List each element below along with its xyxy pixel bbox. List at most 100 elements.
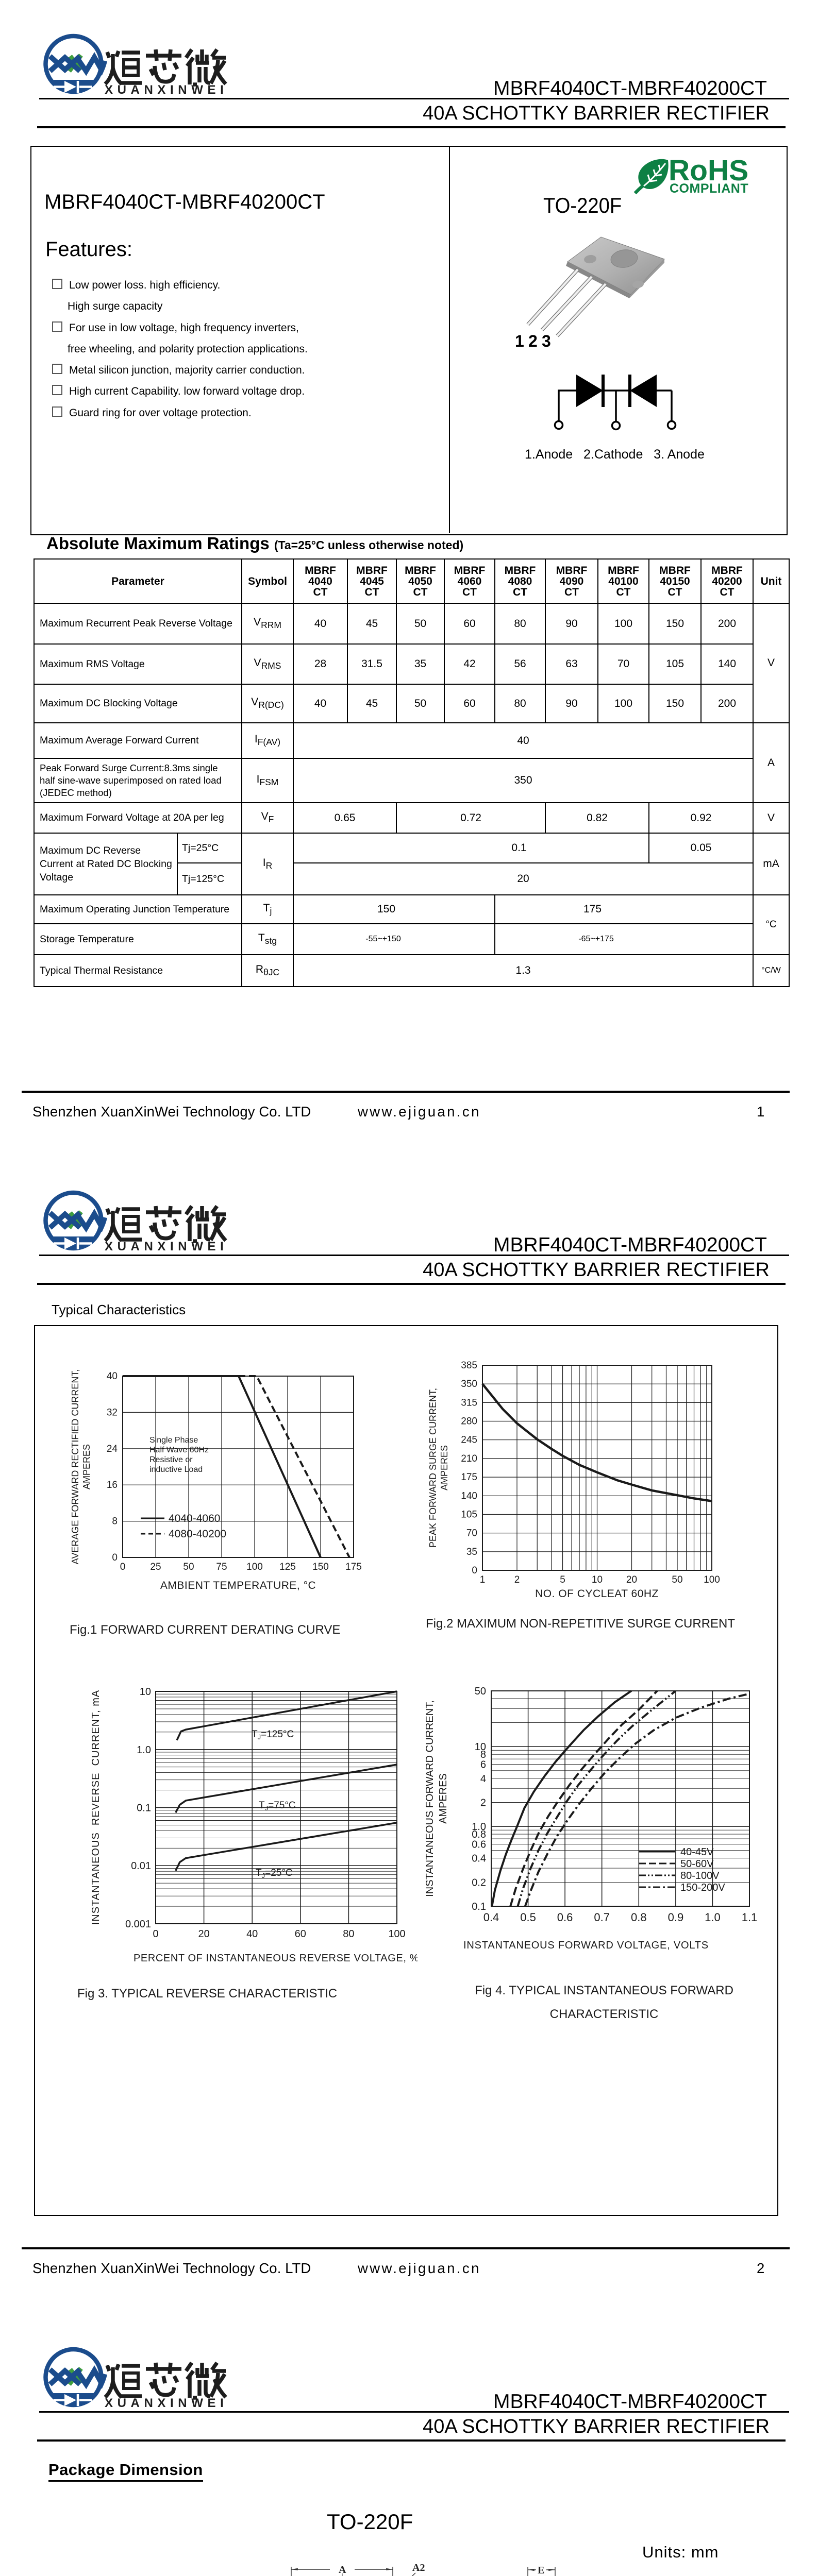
svg-text:105: 105 xyxy=(461,1510,477,1520)
svg-text:INSTANTANEOUS FORWARD VOLTAGE,: INSTANTANEOUS FORWARD VOLTAGE, VOLTS xyxy=(463,1940,709,1951)
svg-text:50-60V: 50-60V xyxy=(680,1858,714,1870)
svg-text:123: 123 xyxy=(515,332,555,350)
svg-text:16: 16 xyxy=(107,1480,118,1490)
svg-text:175: 175 xyxy=(461,1472,477,1483)
svg-text:0.1: 0.1 xyxy=(472,1901,486,1912)
svg-text:0.7: 0.7 xyxy=(594,1911,610,1924)
svg-text:75: 75 xyxy=(216,1562,227,1572)
svg-text:60: 60 xyxy=(295,1928,306,1940)
svg-text:0: 0 xyxy=(153,1928,158,1940)
svg-text:25: 25 xyxy=(150,1562,161,1572)
svg-text:0.001: 0.001 xyxy=(125,1919,151,1930)
svg-text:AMBIENT TEMPERATURE, °C: AMBIENT TEMPERATURE, °C xyxy=(160,1580,316,1591)
svg-text:150-200V: 150-200V xyxy=(680,1882,725,1893)
svg-text:150: 150 xyxy=(312,1562,329,1572)
svg-text:4: 4 xyxy=(480,1773,486,1785)
svg-text:PERCENT OF INSTANTANEOUS REVER: PERCENT OF INSTANTANEOUS REVERSE VOLTAGE… xyxy=(133,1953,418,1964)
svg-text:PEAK FORWARD SURGE CURRENT,: PEAK FORWARD SURGE CURRENT, xyxy=(428,1388,438,1548)
svg-text:0: 0 xyxy=(112,1552,118,1563)
svg-text:0.5: 0.5 xyxy=(520,1911,536,1924)
svg-text:0: 0 xyxy=(120,1562,126,1572)
svg-text:4080-40200: 4080-40200 xyxy=(169,1528,226,1540)
svg-text:1: 1 xyxy=(480,1574,486,1585)
svg-text:AMPERES: AMPERES xyxy=(439,1445,449,1490)
svg-text:35: 35 xyxy=(466,1547,477,1557)
svg-text:20: 20 xyxy=(626,1574,637,1585)
svg-text:0.6: 0.6 xyxy=(472,1839,486,1851)
svg-text:0.8: 0.8 xyxy=(472,1829,486,1840)
svg-text:Single Phase: Single Phase xyxy=(149,1436,198,1445)
svg-text:32: 32 xyxy=(107,1407,118,1418)
svg-text:AMPERES: AMPERES xyxy=(438,1773,449,1824)
svg-text:8: 8 xyxy=(480,1749,486,1760)
svg-text:280: 280 xyxy=(461,1416,477,1427)
svg-text:20: 20 xyxy=(198,1928,209,1940)
svg-text:INSTANTANEOUS FORWARD CURRENT,: INSTANTANEOUS FORWARD CURRENT, xyxy=(424,1700,436,1897)
svg-text:40: 40 xyxy=(246,1928,258,1940)
svg-text:385: 385 xyxy=(461,1360,477,1371)
svg-text:Half Wave 60Hz: Half Wave 60Hz xyxy=(149,1446,209,1454)
svg-text:80: 80 xyxy=(343,1928,354,1940)
svg-text:TJ=125°C: TJ=125°C xyxy=(252,1729,294,1741)
svg-text:Fig.2 MAXIMUM NON-REPETITIVE S: Fig.2 MAXIMUM NON-REPETITIVE SURGE CURRE… xyxy=(426,1617,735,1631)
svg-text:TJ=25°C: TJ=25°C xyxy=(256,1868,293,1879)
svg-text:XUANXINWEI: XUANXINWEI xyxy=(105,2396,228,2410)
svg-text:40: 40 xyxy=(107,1371,118,1382)
svg-text:50: 50 xyxy=(475,1686,486,1697)
svg-text:Fig.1 FORWARD CURRENT DERATING: Fig.1 FORWARD CURRENT DERATING CURVE xyxy=(70,1623,340,1637)
svg-text:2: 2 xyxy=(514,1574,520,1585)
svg-text:AMPERES: AMPERES xyxy=(81,1444,92,1489)
svg-text:175: 175 xyxy=(345,1562,362,1572)
svg-text:Fig 3. TYPICAL REVERSE CHARACT: Fig 3. TYPICAL REVERSE CHARACTERISTIC xyxy=(77,1987,337,2001)
svg-text:10: 10 xyxy=(140,1686,151,1698)
svg-text:2: 2 xyxy=(480,1798,486,1809)
svg-text:1.0: 1.0 xyxy=(137,1744,151,1756)
svg-text:6: 6 xyxy=(480,1759,486,1771)
svg-text:245: 245 xyxy=(461,1435,477,1446)
svg-text:A2: A2 xyxy=(412,2562,425,2573)
svg-text:inductive Load: inductive Load xyxy=(149,1465,203,1474)
svg-text:8: 8 xyxy=(112,1516,118,1527)
svg-text:Resistive or: Resistive or xyxy=(149,1455,193,1464)
svg-text:E: E xyxy=(538,2565,544,2576)
svg-text:80-100V: 80-100V xyxy=(680,1870,720,1882)
svg-text:AVERAGE FORWARD RECTIFIED CURR: AVERAGE FORWARD RECTIFIED CURRENT, xyxy=(70,1369,80,1565)
svg-text:210: 210 xyxy=(461,1453,477,1464)
svg-text:0.1: 0.1 xyxy=(137,1803,151,1814)
svg-text:100: 100 xyxy=(388,1928,405,1940)
svg-text:0.2: 0.2 xyxy=(472,1877,486,1888)
svg-text:1.0: 1.0 xyxy=(472,1821,486,1833)
svg-text:A: A xyxy=(339,2564,346,2575)
svg-text:40-45V: 40-45V xyxy=(680,1846,714,1858)
svg-text:COMPLIANT: COMPLIANT xyxy=(670,181,748,196)
svg-text:1.0: 1.0 xyxy=(705,1911,721,1924)
svg-text:RoHS: RoHS xyxy=(669,154,748,187)
svg-text:125: 125 xyxy=(279,1562,296,1572)
svg-text:XUANXINWEI: XUANXINWEI xyxy=(105,1240,228,1253)
svg-text:50: 50 xyxy=(672,1574,682,1585)
svg-text:XUANXINWEI: XUANXINWEI xyxy=(105,83,228,97)
svg-text:NO. OF CYCLEAT 60HZ: NO. OF CYCLEAT 60HZ xyxy=(535,1588,659,1600)
svg-text:TJ=75°C: TJ=75°C xyxy=(259,1800,296,1812)
svg-text:10: 10 xyxy=(592,1574,603,1585)
svg-text:70: 70 xyxy=(466,1528,477,1539)
svg-text:0: 0 xyxy=(472,1565,477,1576)
svg-text:0.8: 0.8 xyxy=(631,1911,647,1924)
svg-text:CHARACTERISTIC: CHARACTERISTIC xyxy=(550,2007,659,2021)
svg-text:1.1: 1.1 xyxy=(742,1911,758,1924)
svg-text:140: 140 xyxy=(461,1490,477,1501)
svg-text:10: 10 xyxy=(475,1741,486,1753)
svg-text:INSTANTANEOUS REVERSE CURREN: INSTANTANEOUS REVERSE CURRENT, mA xyxy=(90,1690,102,1925)
svg-text:0.6: 0.6 xyxy=(557,1911,573,1924)
svg-text:5: 5 xyxy=(560,1574,565,1585)
svg-text:100: 100 xyxy=(246,1562,263,1572)
svg-text:0.01: 0.01 xyxy=(131,1860,151,1872)
svg-text:0.4: 0.4 xyxy=(483,1911,499,1924)
svg-text:315: 315 xyxy=(461,1397,477,1408)
svg-text:Fig 4. TYPICAL INSTANTANEOUS F: Fig 4. TYPICAL INSTANTANEOUS FORWARD xyxy=(475,1984,733,1997)
svg-text:24: 24 xyxy=(107,1444,118,1454)
svg-text:350: 350 xyxy=(461,1379,477,1389)
svg-text:4040-4060: 4040-4060 xyxy=(169,1513,220,1524)
svg-text:1.Anode 2.Cathode 3. Anode: 1.Anode 2.Cathode 3. Anode xyxy=(525,447,705,462)
svg-text:0.9: 0.9 xyxy=(668,1911,684,1924)
